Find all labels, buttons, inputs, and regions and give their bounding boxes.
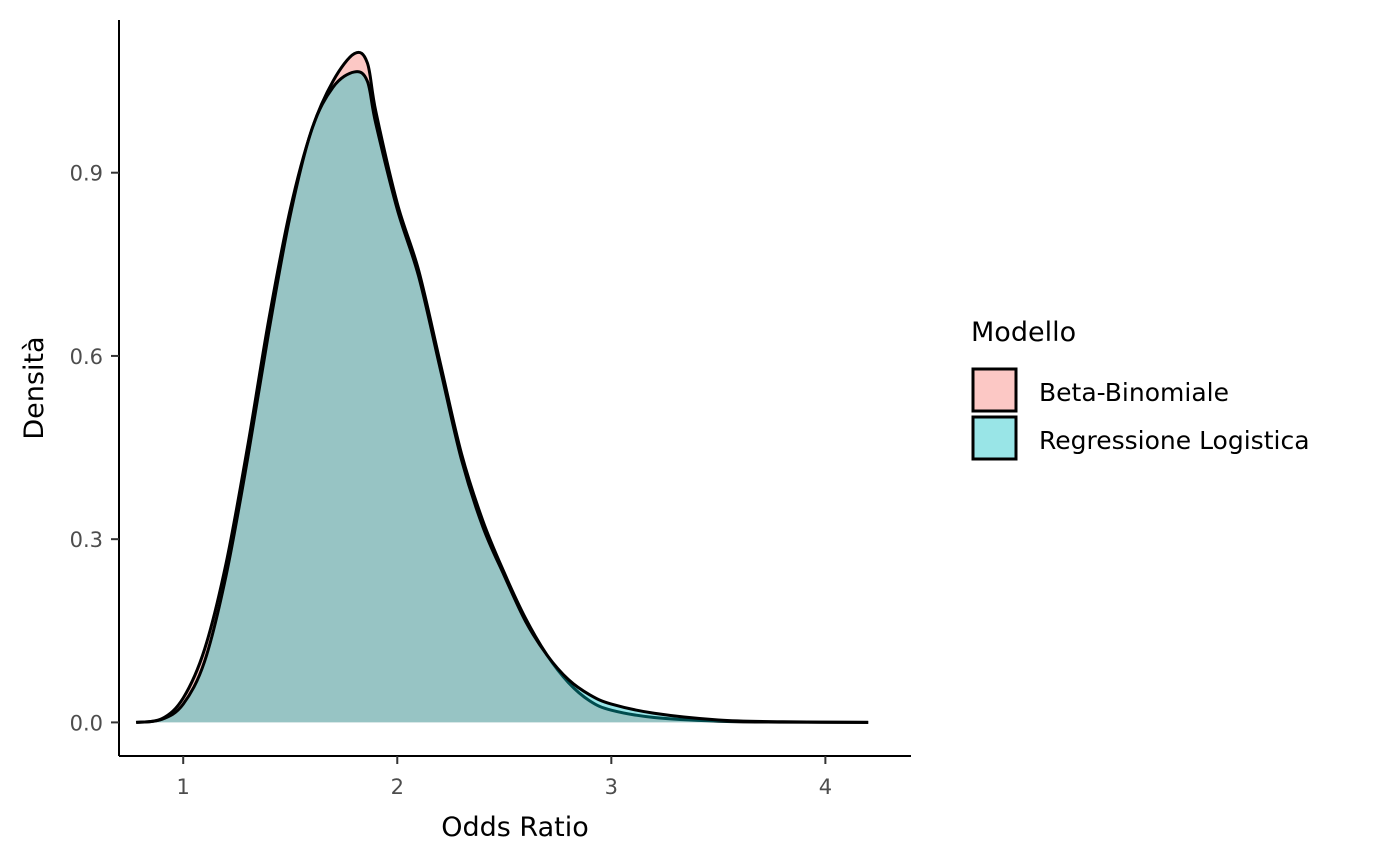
x-axis-ticks: 1 2 3 4 <box>177 756 832 799</box>
y-tick-label: 0.6 <box>70 345 103 369</box>
legend-key-bg <box>973 417 1016 459</box>
density-area-1 <box>136 71 869 723</box>
legend-label-0: Beta-Binomiale <box>1039 378 1229 407</box>
density-areas <box>135 50 869 724</box>
y-tick-label: 0.0 <box>70 711 103 735</box>
legend-key-0 <box>971 367 1018 413</box>
y-tick-label: 0.9 <box>70 162 103 186</box>
y-axis-title: Densità <box>19 336 50 439</box>
legend-key-1 <box>971 415 1018 461</box>
legend: Modello Beta-Binomiale Regressione Logist… <box>971 317 1310 461</box>
legend-key-bg <box>973 369 1016 411</box>
density-area-0 <box>136 52 869 723</box>
x-tick-label: 3 <box>605 775 618 799</box>
legend-title: Modello <box>971 317 1076 348</box>
x-tick-label: 1 <box>177 775 190 799</box>
y-tick-label: 0.3 <box>70 528 103 552</box>
density-line-0 <box>135 50 869 724</box>
x-tick-label: 2 <box>391 775 404 799</box>
legend-items: Beta-Binomiale Regressione Logistica <box>971 367 1310 461</box>
y-axis-ticks: 0.0 0.3 0.6 0.9 <box>70 162 119 735</box>
x-tick-label: 4 <box>819 775 832 799</box>
legend-label-1: Regressione Logistica <box>1039 426 1310 455</box>
x-axis-title: Odds Ratio <box>441 812 589 843</box>
density-line-1 <box>135 70 869 724</box>
